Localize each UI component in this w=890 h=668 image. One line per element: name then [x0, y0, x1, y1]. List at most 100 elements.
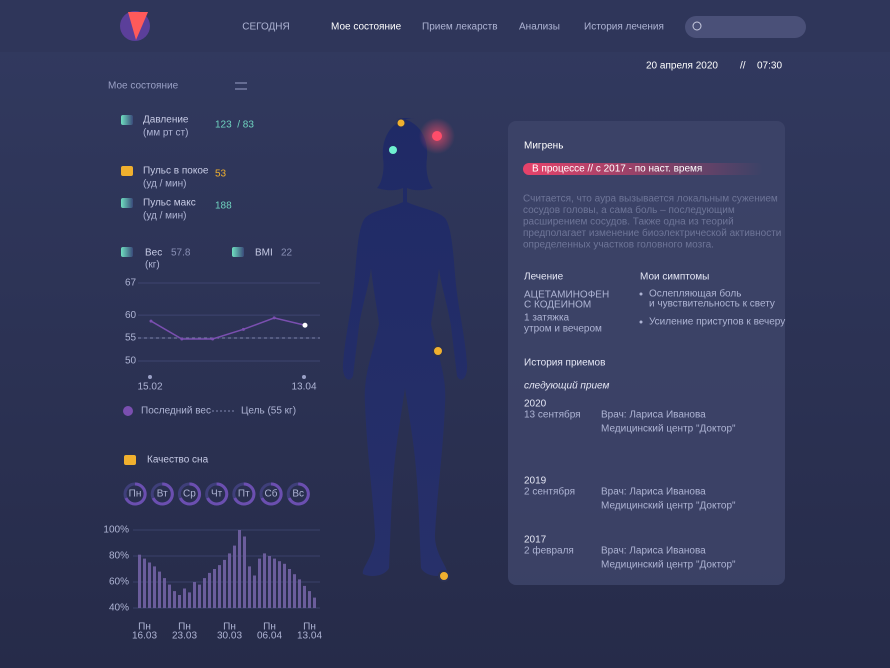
filter-icon — [235, 82, 247, 90]
nav-item[interactable]: Мое состояние — [331, 22, 402, 33]
x-dot — [302, 375, 306, 379]
heading: История приемов — [524, 358, 605, 369]
bar — [263, 553, 266, 608]
date: 20 апреля 2020 — [646, 61, 718, 72]
bar — [253, 575, 256, 608]
day-label: Чт — [211, 489, 223, 500]
sleep-days: Пн Вт Ср Чт Пт Сб Вс — [123, 482, 310, 506]
search-icon — [692, 21, 702, 31]
x-tick-label: 30.03 — [217, 631, 242, 642]
center: Медицинский центр "Доктор" — [601, 560, 736, 571]
x-tick-day: Пн — [303, 622, 316, 633]
visit-date: 2 сентября — [524, 486, 575, 498]
metric-label: Вес — [145, 248, 162, 259]
bar — [223, 559, 226, 608]
body-point — [438, 570, 450, 582]
metric-icon — [121, 247, 133, 257]
bar — [218, 565, 221, 608]
metric-label: BMI — [255, 248, 273, 259]
drug: С КОДЕИНОМ — [524, 300, 591, 311]
bar — [293, 574, 296, 608]
doctor: Врач: Лариса Иванова — [601, 410, 706, 421]
body-point — [389, 146, 397, 154]
dose: утром и вечером — [524, 324, 602, 335]
point — [272, 316, 276, 320]
symptom: Ослепляющая боль — [649, 288, 741, 300]
day-arc — [287, 482, 310, 506]
y-tick-label: 60 — [125, 310, 137, 321]
y-tick-label: 40% — [109, 603, 129, 614]
x-tick-day: Пн — [263, 622, 276, 633]
bar — [168, 584, 171, 608]
metric-value: 188 — [215, 201, 232, 212]
day-arc — [151, 482, 174, 506]
day-arc — [260, 482, 283, 506]
nav-item[interactable]: Анализы — [519, 22, 560, 33]
x-tick-label: 13.04 — [291, 382, 316, 393]
next-visit: следующий прием — [524, 381, 610, 392]
symptom: и чувствительность к свету — [649, 299, 775, 310]
search[interactable] — [685, 16, 806, 38]
section-title: Мое состояние — [108, 81, 179, 92]
bar — [298, 579, 301, 608]
bar — [238, 530, 241, 608]
sleep-title: Качество сна — [147, 455, 209, 466]
bar — [163, 578, 166, 608]
day-arc — [233, 482, 256, 506]
year: 2020 — [524, 399, 547, 410]
bar — [213, 569, 216, 608]
body-point — [432, 345, 444, 357]
bullet — [639, 292, 643, 296]
bar — [173, 591, 176, 608]
status: В процессе // с 2017 - по наст. время — [532, 164, 702, 175]
doctor: Врач: Лариса Иванова — [601, 546, 706, 557]
bar — [203, 578, 206, 608]
bar — [143, 558, 146, 608]
metric-unit: (мм рт ст) — [143, 128, 188, 139]
bar — [268, 556, 271, 608]
point — [180, 337, 184, 341]
x-tick-label: 23.03 — [172, 631, 197, 642]
bar — [233, 545, 236, 608]
metrics: Давление (мм рт ст) 123 / 83 Пульс в пок… — [121, 115, 293, 271]
day-label: Вт — [157, 489, 168, 500]
bar — [198, 584, 201, 608]
nav-item[interactable]: СЕГОДНЯ — [242, 22, 290, 33]
x-tick-label: 13.04 — [297, 631, 322, 642]
point — [149, 319, 153, 323]
description: Считается, что аура вызывается локальным… — [523, 194, 781, 251]
x-tick-day: Пн — [178, 622, 191, 633]
visit-date: 13 сентября — [524, 409, 581, 421]
year: 2017 — [524, 535, 547, 546]
metric-label: Давление — [143, 115, 189, 126]
symptom: Усиление приступов к вечеру — [649, 317, 785, 328]
metric-label: Пульс в покое — [143, 166, 209, 177]
description-line: определенных участков головного мозга. — [523, 240, 714, 251]
bar — [243, 536, 246, 608]
bar — [193, 582, 196, 608]
year: 2019 — [524, 476, 547, 487]
legend-label: Последний вес — [141, 406, 211, 417]
metric-unit: (кг) — [145, 260, 160, 271]
visit-date: 2 февраля — [524, 545, 574, 557]
nav-item[interactable]: История лечения — [584, 22, 664, 33]
drug: АЦЕТАМИНОФЕН — [524, 290, 609, 301]
panel-bg — [508, 121, 785, 585]
logo-mark — [128, 12, 148, 40]
bar — [148, 562, 151, 608]
day-arc — [124, 482, 147, 506]
x-tick-day: Пн — [138, 622, 151, 633]
center: Медицинский центр "Доктор" — [601, 424, 736, 435]
nav-item[interactable]: Прием лекарств — [422, 22, 498, 33]
bar — [228, 553, 231, 608]
metric-value: 123 / 83 — [215, 120, 254, 131]
day-arc — [179, 482, 202, 506]
y-tick-label: 60% — [109, 577, 129, 588]
body-point — [396, 118, 406, 128]
heading: Лечение — [524, 272, 564, 283]
separator: // — [740, 61, 746, 72]
bar — [248, 566, 251, 608]
